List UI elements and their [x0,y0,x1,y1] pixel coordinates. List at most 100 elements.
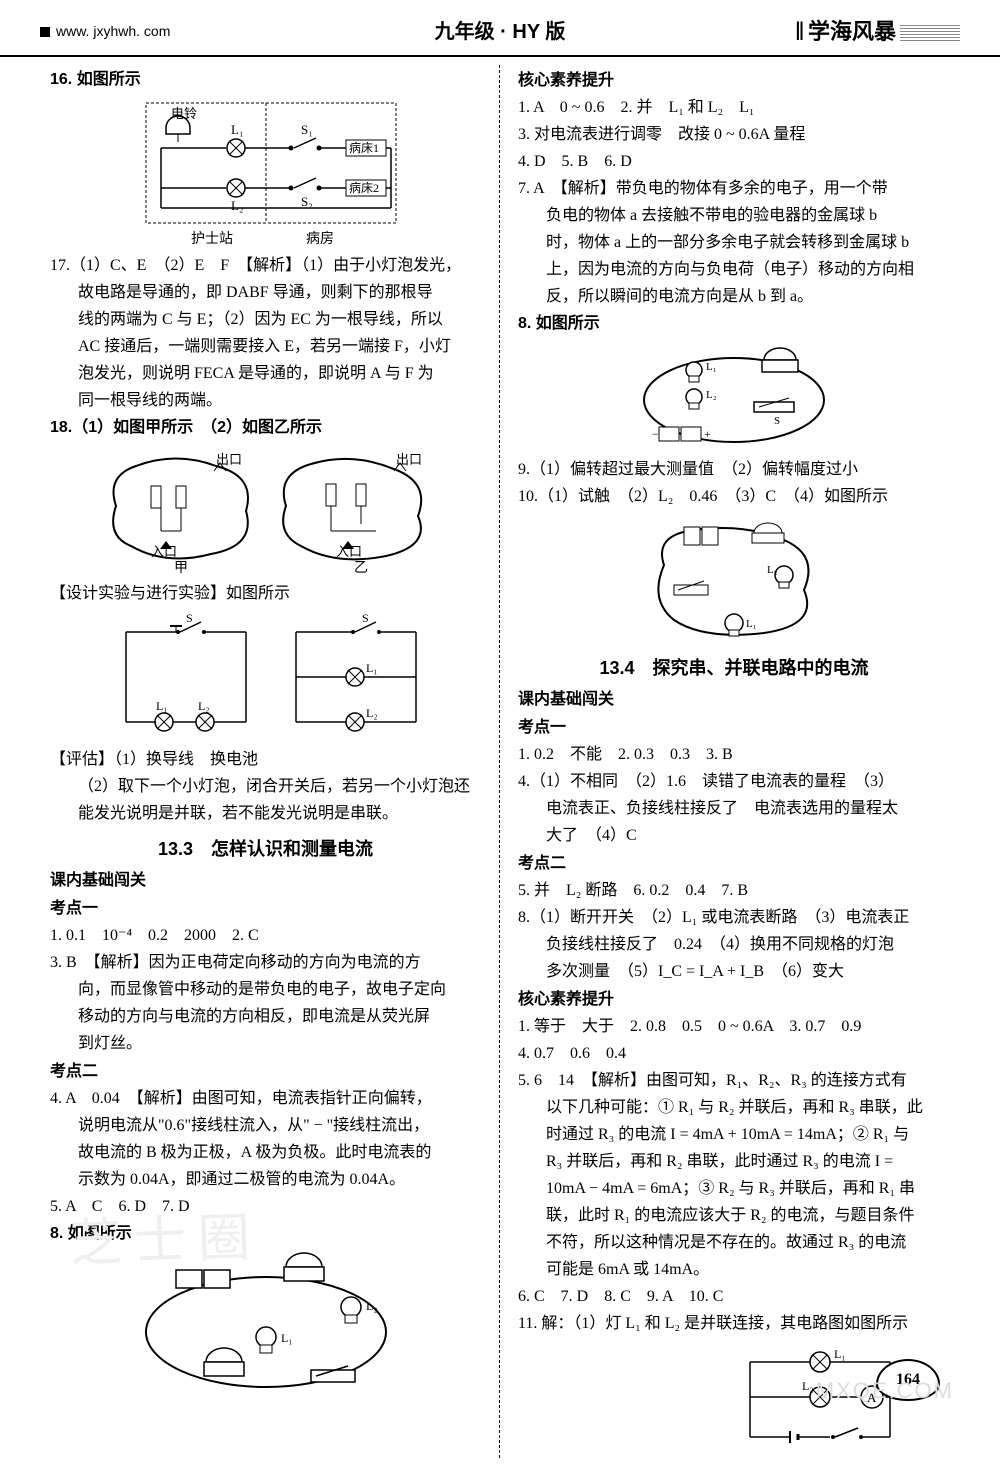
url-text: www. jxyhwh. com [56,21,170,42]
l133-3d: 到灯丝。 [50,1032,481,1056]
s1: 1. 0.2 不能 2. 0.3 0.3 3. B [518,743,950,767]
svg-text:L₂: L₂ [366,1299,378,1313]
diagram-h11: L₁ L₂ A [518,1342,950,1452]
r9: 9.（1）偏转超过最大测量值 （2）偏转幅度过小 [518,458,950,482]
svg-text:L₁: L₁ [706,361,717,373]
svg-text:S: S [774,415,780,427]
h5b: 以下几种可能：① R₁ 与 R₂ 并联后，再和 R₃ 串联，此 [518,1096,950,1120]
svg-text:病床2: 病床2 [349,180,379,195]
h5c: 时通过 R₃ 的电流 I = 4mA + 10mA = 14mA；② R₁ 与 [518,1123,950,1147]
h5g: 不符，所以这种情况是不存在的。故通过 R₃ 的电流 [518,1231,950,1255]
s5: 5. 并 L₂ 断路 6. 0.2 0.4 7. B [518,879,950,903]
svg-text:出口: 出口 [216,452,242,467]
r7a: 7. A 【解析】带负电的物体有多余的电子，用一个带 [518,177,950,201]
r8: 8. 如图所示 [518,312,950,336]
page-number: 164 [876,1359,940,1401]
l133-4a: 4. A 0.04 【解析】由图可知，电流表指针正向偏转， [50,1087,481,1111]
s4c: 大了 （4）C [518,824,950,848]
l133-8: 8. 如图所示 [50,1222,481,1246]
diagram-r8: L₁ L₂ S −+ [518,342,950,452]
h5h: 可能是 6mA 或 14mA。 [518,1258,950,1282]
svg-text:病房: 病房 [306,231,334,247]
kn-basic: 课内基础闯关 [50,869,481,893]
r7b: 负电的物体 a 去接触不带电的验电器的金属球 b [518,204,950,228]
diagram-design: S L₁ L₂ S [50,612,481,742]
l133-4d: 示数为 0.04A，即通过二极管的电流为 0.04A。 [50,1168,481,1192]
q17-l1: 故电路是导通的，即 DABF 导通，则剩下的那根导 [50,281,481,305]
hx: 核心素养提升 [518,69,950,93]
r4: 4. D 5. B 6. D [518,150,950,174]
q17-head: 17.（1）C、E （2）E F 【解析】（1）由于小灯泡发光， [50,254,481,278]
diagram-r10: L₂ L₁ [518,515,950,645]
svg-text:乙: 乙 [354,560,368,576]
h5e: 10mA − 4mA = 6mA；③ R₂ 与 R₃ 并联后，再和 R₁ 串 [518,1177,950,1201]
h5a: 5. 6 14 【解析】由图可知，R₁、R₂、R₃ 的连接方式有 [518,1069,950,1093]
l133-4b: 说明电流从"0.6"接线柱流入，从" − "接线柱流出， [50,1114,481,1138]
hatch-icon [900,23,960,41]
h6: 6. C 7. D 8. C 9. A 10. C [518,1285,950,1309]
h1: 1. 等于 大于 2. 0.8 0.5 0 ~ 0.6A 3. 0.7 0.9 [518,1015,950,1039]
svg-text:甲: 甲 [174,561,188,576]
l133-1: 1. 0.1 10⁻⁴ 0.2 2000 2. C [50,924,481,948]
header-url: www. jxyhwh. com [40,21,170,42]
diagram-18: 出口 入口 甲 出口 入口 乙 [50,446,481,576]
eval2: （2）取下一个小灯泡，闭合开关后，若另一个小灯泡还 [50,775,481,799]
kp2b: 考点二 [518,852,950,876]
s8b: 负接线柱接反了 0.24 （4）换用不同规格的灯泡 [518,933,950,957]
svg-text:L₂: L₂ [767,564,778,576]
svg-text:A: A [867,1390,877,1405]
hx2: 核心素养提升 [518,988,950,1012]
svg-text:L₁: L₁ [834,1347,846,1361]
r7c: 时，物体 a 上的一部分多余电子就会转移到金属球 b [518,231,950,255]
svg-text:S: S [186,612,193,625]
svg-text:出口: 出口 [396,452,422,467]
h5f: 联，此时 R₁ 的电流应该大于 R₂ 的电流，与题目条件 [518,1204,950,1228]
bullet-icon [40,27,50,37]
svg-text:L₂: L₂ [231,198,243,213]
q16: 16. 如图所示 [50,68,481,92]
kp1b: 考点一 [518,716,950,740]
r1: 1. A 0 ~ 0.6 2. 并 L₁ 和 L₂ L₁ [518,96,950,120]
r3: 3. 对电流表进行调零 改接 0 ~ 0.6A 量程 [518,123,950,147]
q17-l2: 线的两端为 C 与 E；（2）因为 EC 为一根导线，所以 [50,308,481,332]
diagram-133-8: L₂ L₁ [50,1252,481,1402]
kp1: 考点一 [50,897,481,921]
svg-text:L₁: L₁ [231,122,243,137]
svg-text:L₂: L₂ [366,706,378,720]
l133-4c: 故电流的 B 极为正极，A 极为负极。此时电流表的 [50,1141,481,1165]
right-column: 核心素养提升 1. A 0 ~ 0.6 2. 并 L₁ 和 L₂ L₁ 3. 对… [500,65,960,1458]
q17-l4: 泡发光，则说明 FECA 是导通的，即说明 A 与 F 为 [50,362,481,386]
header-title: 九年级 · HY 版 [435,17,566,47]
q18: 18.（1）如图甲所示 （2）如图乙所示 [50,416,481,440]
q17-l3: AC 接通后，一端则需要接入 E，若另一端接 F，小灯 [50,335,481,359]
svg-text:L₁: L₁ [746,618,757,630]
r10: 10.（1）试触 （2）L₂ 0.46 （3）C （4）如图所示 [518,485,950,509]
l133-5: 5. A C 6. D 7. D [50,1195,481,1219]
svg-text:L₂: L₂ [802,1379,814,1393]
svg-text:+: + [704,427,711,441]
left-column: 16. 如图所示 电铃 L₁ S₁ [40,65,500,1458]
l133-3b: 向，而显像管中移动的是带负电的电子，故电子定向 [50,978,481,1002]
svg-text:S: S [362,612,369,625]
l133-3a: 3. B 【解析】因为正电荷定向移动的方向为电流的方 [50,951,481,975]
svg-text:L₁: L₁ [156,699,168,713]
h11: 11. 解：（1）灯 L₁ 和 L₂ 是并联连接，其电路图如图所示 [518,1312,950,1336]
kp2: 考点二 [50,1060,481,1084]
eval1: 【评估】（1）换导线 换电池 [50,748,481,772]
section-13-3: 13.3 怎样认识和测量电流 [50,836,481,863]
diagram-16: 电铃 L₁ S₁ 病床1 L₂ [50,98,481,248]
svg-text:L₂: L₂ [706,389,717,401]
svg-text:护士站: 护士站 [191,231,233,247]
svg-text:L₁: L₁ [366,661,378,675]
q17-l5: 同一根导线的两端。 [50,389,481,413]
eval3: 能发光说明是并联，若不能发光说明是串联。 [50,802,481,826]
r7d: 上，因为电流的方向与负电荷（电子）移动的方向相 [518,258,950,282]
svg-text:S₂: S₂ [301,194,313,209]
h5d: R₃ 并联后，再和 R₂ 串联，此时通过 R₃ 的电流 I = [518,1150,950,1174]
svg-text:L₁: L₁ [281,1331,293,1345]
header-brand: ‖ 学海风暴 [796,12,960,51]
h4: 4. 0.7 0.6 0.4 [518,1042,950,1066]
s4b: 电流表正、负接线柱接反了 电流表选用的量程太 [518,797,950,821]
kn2: 课内基础闯关 [518,688,950,712]
s8a: 8.（1）断开开关 （2）L₁ 或电流表断路 （3）电流表正 [518,906,950,930]
